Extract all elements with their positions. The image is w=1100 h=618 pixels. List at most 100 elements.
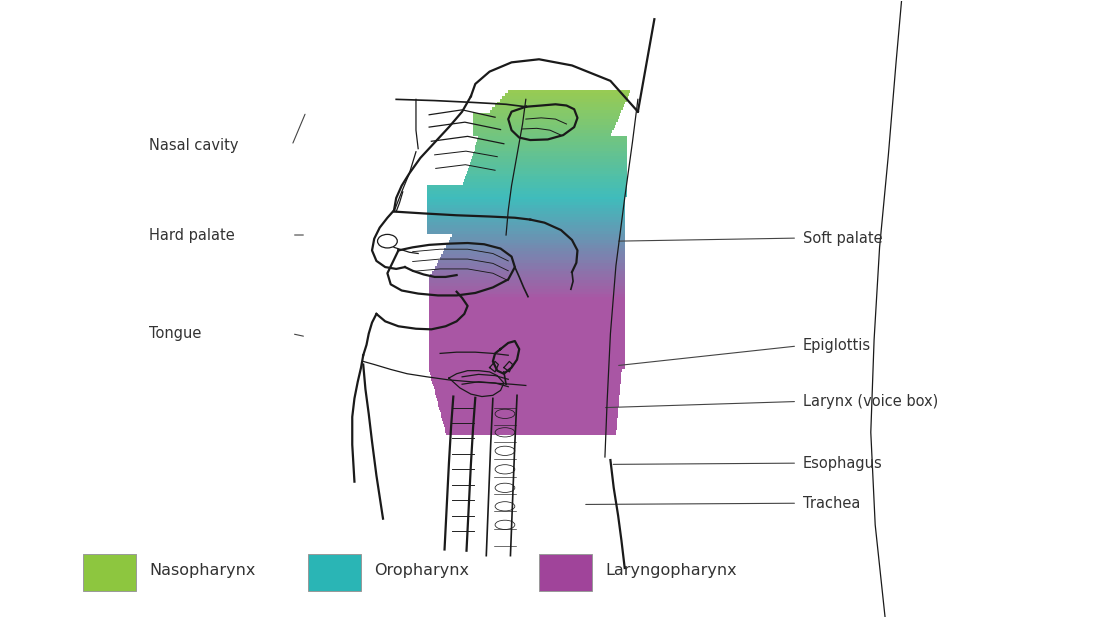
Polygon shape: [427, 231, 625, 234]
Polygon shape: [429, 369, 621, 372]
Polygon shape: [429, 289, 625, 292]
Polygon shape: [427, 217, 625, 219]
Polygon shape: [429, 326, 625, 329]
Polygon shape: [434, 389, 620, 392]
Polygon shape: [429, 352, 625, 355]
Polygon shape: [429, 294, 625, 297]
Polygon shape: [427, 191, 627, 193]
Polygon shape: [473, 125, 615, 127]
Text: Trachea: Trachea: [803, 496, 860, 510]
Text: Nasal cavity: Nasal cavity: [148, 138, 239, 153]
Polygon shape: [429, 344, 625, 346]
Polygon shape: [451, 237, 625, 240]
Polygon shape: [429, 329, 625, 332]
Polygon shape: [429, 280, 625, 283]
Polygon shape: [427, 228, 625, 231]
Polygon shape: [470, 162, 627, 165]
Polygon shape: [430, 274, 625, 277]
Polygon shape: [447, 433, 616, 436]
Polygon shape: [464, 179, 627, 182]
Polygon shape: [439, 404, 618, 407]
Polygon shape: [441, 415, 617, 418]
Polygon shape: [441, 412, 618, 415]
Polygon shape: [433, 268, 625, 271]
Polygon shape: [473, 119, 617, 122]
Text: Tongue: Tongue: [148, 326, 201, 341]
Polygon shape: [427, 219, 625, 222]
Polygon shape: [427, 214, 625, 217]
Polygon shape: [452, 234, 625, 237]
Polygon shape: [427, 208, 625, 211]
Polygon shape: [427, 202, 625, 205]
Polygon shape: [473, 153, 627, 156]
Polygon shape: [444, 248, 625, 252]
Polygon shape: [429, 346, 625, 349]
Polygon shape: [473, 133, 612, 136]
Polygon shape: [474, 151, 627, 153]
Polygon shape: [469, 165, 627, 168]
Polygon shape: [468, 171, 627, 174]
Polygon shape: [429, 335, 625, 337]
Polygon shape: [446, 430, 616, 433]
Polygon shape: [429, 320, 625, 323]
Polygon shape: [429, 300, 625, 303]
Polygon shape: [448, 243, 625, 245]
Polygon shape: [490, 110, 622, 113]
Polygon shape: [503, 96, 628, 99]
Text: Epiglottis: Epiglottis: [803, 339, 871, 353]
Polygon shape: [441, 254, 625, 257]
Polygon shape: [429, 358, 625, 360]
Polygon shape: [429, 337, 625, 341]
Polygon shape: [443, 424, 617, 427]
Polygon shape: [473, 130, 613, 133]
Polygon shape: [463, 182, 627, 185]
Polygon shape: [444, 427, 617, 430]
Polygon shape: [436, 266, 625, 268]
Polygon shape: [429, 363, 625, 366]
Polygon shape: [427, 188, 627, 191]
Polygon shape: [427, 193, 627, 197]
Polygon shape: [446, 245, 625, 248]
Polygon shape: [429, 309, 625, 311]
Polygon shape: [505, 93, 629, 96]
Text: Oropharynx: Oropharynx: [374, 563, 470, 578]
Polygon shape: [439, 407, 618, 410]
Polygon shape: [443, 421, 617, 424]
Polygon shape: [427, 211, 625, 214]
Polygon shape: [432, 271, 625, 274]
Text: Nasopharynx: Nasopharynx: [148, 563, 255, 578]
Polygon shape: [429, 366, 625, 369]
Polygon shape: [438, 401, 619, 404]
Polygon shape: [507, 90, 630, 93]
Polygon shape: [429, 277, 625, 280]
Polygon shape: [443, 252, 625, 254]
FancyBboxPatch shape: [84, 554, 135, 591]
Polygon shape: [478, 136, 627, 139]
Polygon shape: [437, 398, 619, 401]
Polygon shape: [427, 200, 625, 202]
Polygon shape: [429, 341, 625, 344]
Polygon shape: [429, 360, 625, 363]
Text: Soft palate: Soft palate: [803, 231, 882, 245]
Polygon shape: [440, 257, 625, 260]
Polygon shape: [427, 185, 627, 188]
Text: Larynx (voice box): Larynx (voice box): [803, 394, 938, 409]
Polygon shape: [429, 283, 625, 286]
Polygon shape: [499, 99, 627, 101]
Polygon shape: [433, 386, 620, 389]
Polygon shape: [471, 159, 627, 162]
Polygon shape: [449, 240, 625, 243]
Polygon shape: [466, 174, 627, 176]
Polygon shape: [429, 318, 625, 320]
Polygon shape: [429, 323, 625, 326]
Polygon shape: [475, 145, 627, 148]
Polygon shape: [468, 168, 627, 171]
Polygon shape: [430, 372, 622, 375]
Polygon shape: [473, 113, 620, 116]
Polygon shape: [477, 139, 627, 142]
Polygon shape: [473, 116, 619, 119]
Polygon shape: [429, 355, 625, 358]
Polygon shape: [438, 260, 625, 263]
Polygon shape: [465, 176, 627, 179]
Polygon shape: [429, 315, 625, 318]
